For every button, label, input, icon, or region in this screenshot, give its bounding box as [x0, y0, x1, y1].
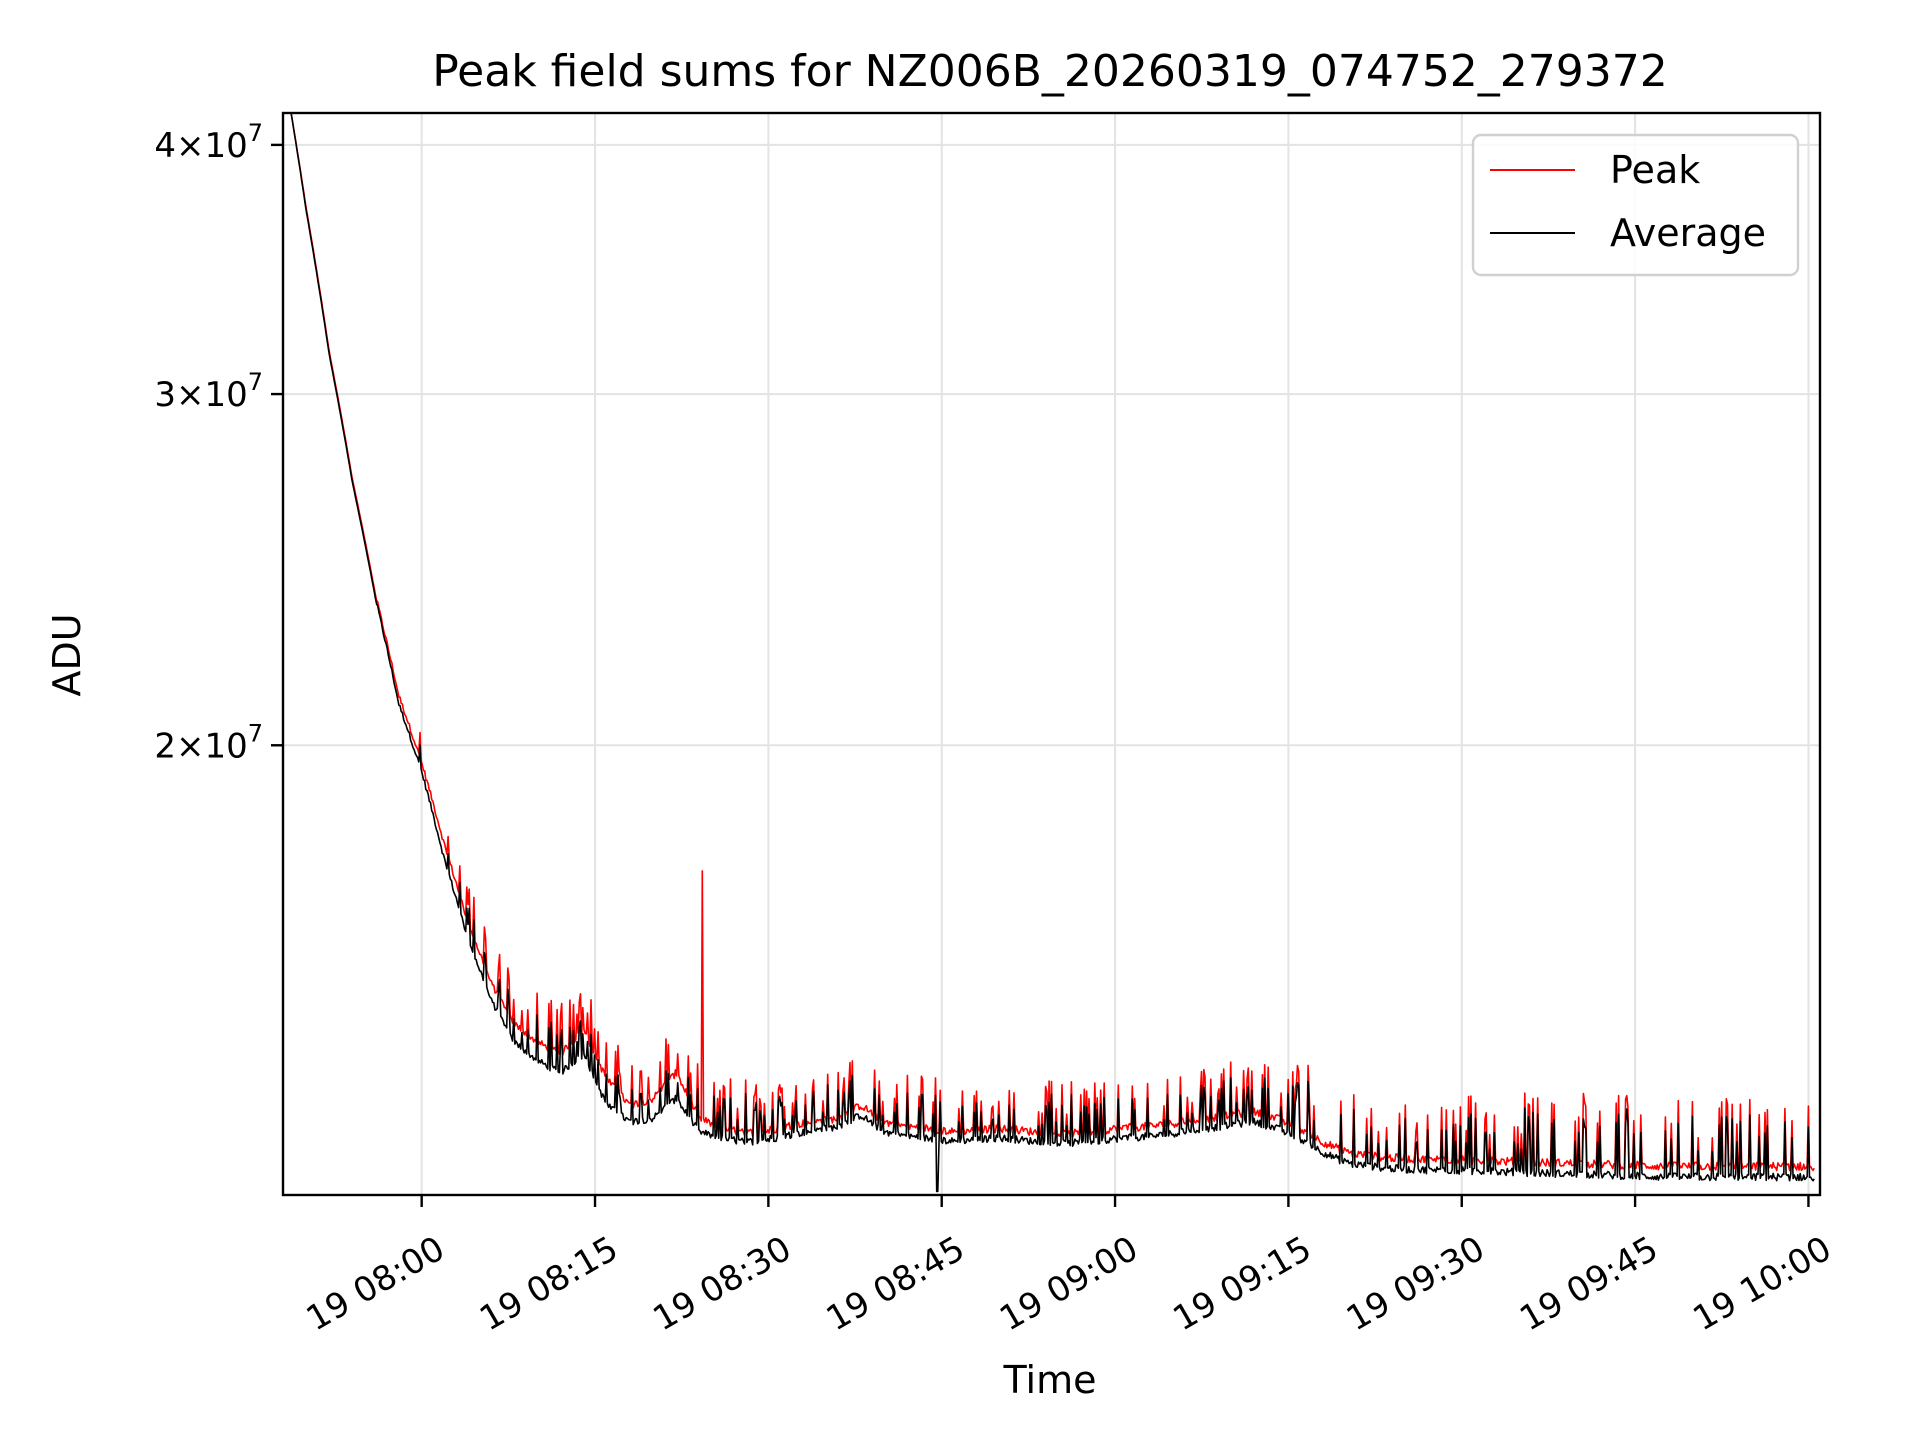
y-tick-label: 4×107 — [154, 119, 263, 166]
y-axis: 2×107 3×107 4×107 — [154, 119, 283, 766]
legend-label-average: Average — [1610, 211, 1766, 255]
x-axis-label: Time — [1003, 1358, 1097, 1402]
grid-lines — [283, 113, 1820, 1195]
x-tick-label: 19 08:00 — [300, 1229, 452, 1340]
y-tick-label: 3×107 — [154, 368, 263, 415]
legend-label-peak: Peak — [1610, 148, 1700, 192]
x-tick-label: 19 10:00 — [1687, 1229, 1839, 1340]
x-axis: 19 08:00 19 08:15 19 08:30 19 08:45 19 09:00… — [300, 1195, 1838, 1339]
x-tick-label: 19 08:45 — [820, 1229, 972, 1340]
x-tick-label: 19 08:15 — [473, 1229, 625, 1340]
x-tick-label: 19 09:15 — [1167, 1229, 1319, 1340]
x-tick-label: 19 08:30 — [646, 1229, 798, 1340]
y-tick-label: 2×107 — [154, 719, 263, 766]
x-tick-label: 19 09:30 — [1340, 1229, 1492, 1340]
x-tick-label: 19 09:00 — [993, 1229, 1145, 1340]
plot-frame — [281, 111, 1822, 1197]
x-tick-label: 19 09:45 — [1513, 1229, 1665, 1340]
y-axis-label: ADU — [45, 613, 89, 696]
legend: Peak Average — [1471, 133, 1800, 277]
plot-area — [290, 113, 1815, 1193]
chart-title: Peak field sums for NZ006B_20260319_0747… — [432, 46, 1668, 97]
series-line-average — [290, 113, 1815, 1193]
